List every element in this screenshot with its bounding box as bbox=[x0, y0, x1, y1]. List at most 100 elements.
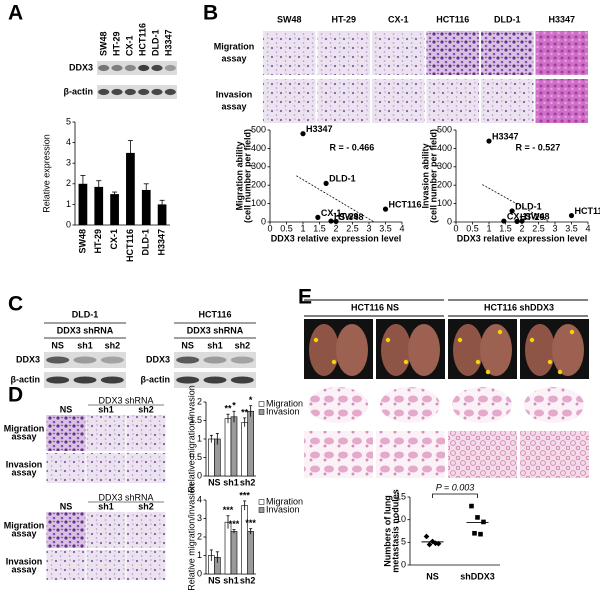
lane-label: sh2 bbox=[235, 340, 251, 350]
micrograph bbox=[263, 79, 316, 123]
column-header: SW48 bbox=[277, 14, 302, 24]
x-tick-label: sh1 bbox=[223, 477, 239, 487]
micrograph bbox=[86, 453, 126, 483]
point-label: H3347 bbox=[306, 124, 333, 134]
lung-lobe bbox=[408, 324, 440, 376]
nodule-arrow bbox=[403, 359, 409, 365]
x-tick-label: DLD-1 bbox=[141, 229, 151, 256]
row-label: β-actin bbox=[141, 374, 171, 384]
micrograph bbox=[46, 415, 86, 451]
significance-label: *** bbox=[245, 518, 256, 528]
nodule-arrow bbox=[557, 369, 563, 375]
y-axis-label: Relative expression bbox=[41, 134, 51, 213]
y-tick-label: 200 bbox=[251, 180, 266, 190]
y-tick-label: 400 bbox=[251, 143, 266, 153]
lane-label: HT-29 bbox=[111, 31, 121, 56]
bar bbox=[126, 152, 135, 225]
row-label: Migration bbox=[4, 423, 45, 433]
lung-lobe bbox=[336, 324, 368, 376]
point bbox=[315, 214, 321, 220]
legend-swatch bbox=[258, 401, 265, 407]
micrograph bbox=[535, 79, 588, 123]
row-label: assay bbox=[11, 564, 36, 574]
y-axis-label: (cell number per field) bbox=[242, 129, 252, 223]
legend-swatch bbox=[258, 507, 265, 513]
significance-label: *** bbox=[229, 519, 240, 529]
significance-label: *** bbox=[223, 505, 234, 515]
blot-band bbox=[176, 376, 200, 384]
row-label: Invasion bbox=[216, 89, 253, 99]
y-axis-label: Invasion ability bbox=[420, 143, 430, 208]
x-tick-label: NS bbox=[426, 571, 439, 581]
lane-label: DLD-1 bbox=[150, 30, 160, 57]
group-label: DDX3 shRNA bbox=[187, 325, 244, 335]
point bbox=[478, 531, 483, 537]
x-axis-label: DDX3 relative expression level bbox=[457, 233, 588, 243]
column-header: HCT116 shDDX3 bbox=[484, 302, 554, 312]
y-tick-label: 0 bbox=[66, 219, 71, 229]
y-tick-label: 1 bbox=[197, 550, 202, 560]
x-tick-label: 3.5 bbox=[565, 223, 578, 233]
x-tick-label: SW48 bbox=[77, 229, 87, 254]
x-tick-label: 0 bbox=[453, 223, 458, 233]
legend-label: Migration bbox=[266, 398, 303, 408]
blot-band bbox=[100, 376, 124, 384]
bar bbox=[224, 418, 232, 477]
x-tick-label: 1.5 bbox=[313, 223, 326, 233]
lung-lobe bbox=[525, 324, 555, 376]
lane-label: NS bbox=[181, 340, 194, 350]
y-tick-label: 10 bbox=[396, 514, 406, 524]
bar bbox=[94, 186, 104, 225]
point-label: HCT116 bbox=[575, 206, 600, 216]
blot-band bbox=[100, 356, 124, 364]
blot-band bbox=[98, 88, 110, 96]
blot bbox=[174, 352, 256, 368]
y-tick-label: 15 bbox=[396, 491, 406, 501]
row-label: DDX3 bbox=[16, 354, 40, 364]
column-label: sh2 bbox=[138, 501, 154, 511]
legend-label: Migration bbox=[266, 496, 303, 506]
micrograph bbox=[86, 415, 126, 451]
point-label: CX-1 bbox=[321, 208, 342, 218]
bar bbox=[247, 410, 254, 477]
blot-title: DLD-1 bbox=[72, 309, 99, 319]
blot-band bbox=[164, 64, 176, 72]
group-label: DDX3 shRNA bbox=[98, 492, 153, 502]
y-tick-label: 100 bbox=[437, 198, 452, 208]
significance-label: ** bbox=[241, 407, 249, 417]
row-label: β-actin bbox=[11, 374, 41, 384]
x-tick-label: sh2 bbox=[240, 477, 256, 487]
point-label: HCT116 bbox=[389, 199, 422, 209]
y-tick-label: 1 bbox=[66, 199, 71, 209]
x-tick-label: 0.5 bbox=[466, 223, 479, 233]
column-header: HT-29 bbox=[331, 14, 356, 24]
bar bbox=[157, 204, 167, 225]
point bbox=[475, 515, 480, 520]
x-tick-label: 3 bbox=[366, 223, 371, 233]
lung-lobe bbox=[453, 324, 483, 376]
blot-band bbox=[98, 64, 110, 72]
histology bbox=[520, 431, 589, 478]
x-tick-label: CX-1 bbox=[109, 229, 119, 250]
y-tick-label: 300 bbox=[251, 161, 266, 171]
panel-label: D bbox=[8, 384, 23, 407]
bar bbox=[241, 505, 248, 575]
blot-band bbox=[176, 356, 200, 364]
lane-label: sh1 bbox=[207, 340, 223, 350]
row-label: assay bbox=[11, 528, 36, 538]
bar bbox=[110, 194, 119, 225]
point bbox=[509, 208, 515, 214]
row-label: β-actin bbox=[64, 86, 94, 96]
panel-label: E bbox=[298, 286, 312, 309]
y-tick-label: 4 bbox=[66, 137, 71, 147]
point bbox=[481, 519, 486, 525]
blot-band bbox=[230, 356, 254, 364]
x-tick-label: 1.5 bbox=[499, 223, 512, 233]
x-tick-label: 3 bbox=[552, 223, 557, 233]
bar bbox=[247, 531, 254, 575]
column-label: sh1 bbox=[98, 404, 114, 414]
point-label: DLD-1 bbox=[515, 201, 542, 211]
row-label: Migration bbox=[214, 41, 255, 51]
blot-band bbox=[111, 64, 123, 72]
blot-band bbox=[138, 88, 150, 96]
